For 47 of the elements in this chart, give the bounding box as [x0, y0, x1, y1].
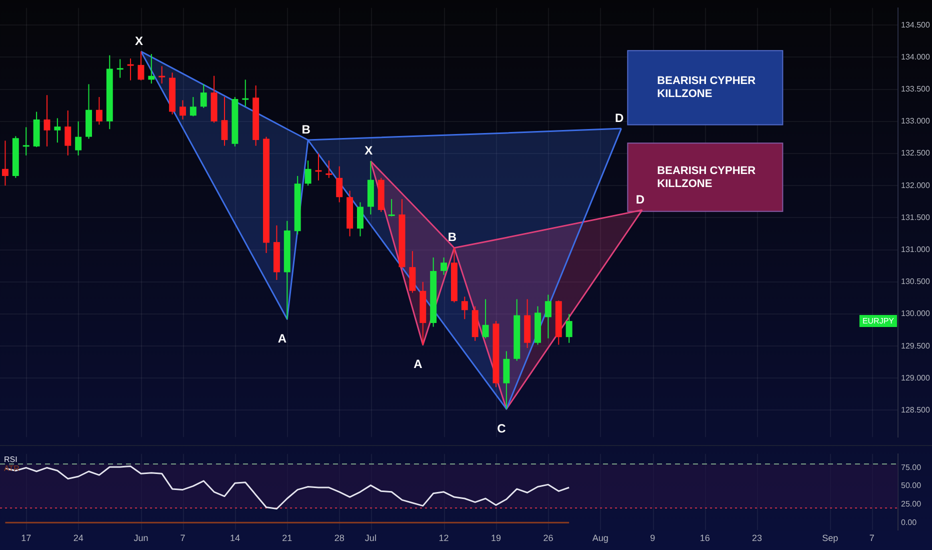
y-tick-label: 133.000 [901, 116, 930, 126]
annotation: D [614, 110, 624, 125]
y-tick-label: 130.500 [901, 277, 930, 286]
series-label: RSI [4, 455, 18, 464]
y-tick-label: 50.00 [901, 481, 922, 490]
x-tick-label: 26 [543, 532, 554, 543]
x-tick-label: 9 [650, 532, 656, 543]
x-tick-label: Jul [364, 532, 376, 543]
y-tick-label: 128.500 [901, 405, 930, 414]
x-tick-label: 21 [282, 532, 292, 543]
x-tick-label: Aug [592, 532, 608, 543]
annotation: X [364, 144, 373, 158]
x-tick-label: 17 [21, 532, 32, 543]
x-tick-label: Jun [134, 532, 148, 543]
y-tick-label: 132.500 [901, 148, 930, 158]
band-label: BEARISH CYPHER KILLZONE [657, 75, 756, 100]
x-tick-label: 7 [869, 532, 874, 543]
x-tick-label: 16 [700, 532, 710, 543]
annotation: B [448, 230, 457, 244]
y-tick-label: 134.500 [901, 20, 930, 30]
y-tick-label: 75.00 [901, 462, 922, 472]
annotation: A [278, 331, 287, 346]
annotation: X [134, 34, 143, 48]
y-tick-label: 131.000 [901, 244, 930, 254]
x-tick-label: 19 [490, 532, 501, 543]
y-tick-label: 130.000 [901, 309, 930, 318]
x-tick-label: 7 [180, 532, 186, 543]
y-tick-label: 133.500 [901, 84, 930, 94]
annotation: EURJPY [862, 316, 895, 326]
x-tick-label: 28 [334, 532, 344, 543]
annotation: A [414, 357, 423, 372]
y-tick-label: 25.00 [901, 500, 922, 509]
annotation: D [636, 192, 645, 206]
x-tick-label: Sep [822, 532, 838, 543]
annotation: C [497, 421, 506, 436]
band-label: BEARISH CYPHER KILLZONE [657, 164, 756, 190]
y-tick-label: 129.500 [901, 341, 930, 350]
y-tick-label: 134.000 [901, 52, 930, 62]
annotation: B [302, 122, 311, 136]
x-tick-label: 12 [438, 532, 449, 543]
x-tick-label: 23 [752, 532, 762, 543]
y-tick-label: 131.500 [901, 212, 930, 222]
y-tick-label: 129.000 [901, 373, 930, 382]
y-tick-label: 132.000 [901, 180, 930, 190]
y-tick-label: 0.00 [901, 518, 918, 527]
x-tick-label: 24 [73, 532, 84, 543]
x-tick-label: 14 [230, 532, 240, 543]
